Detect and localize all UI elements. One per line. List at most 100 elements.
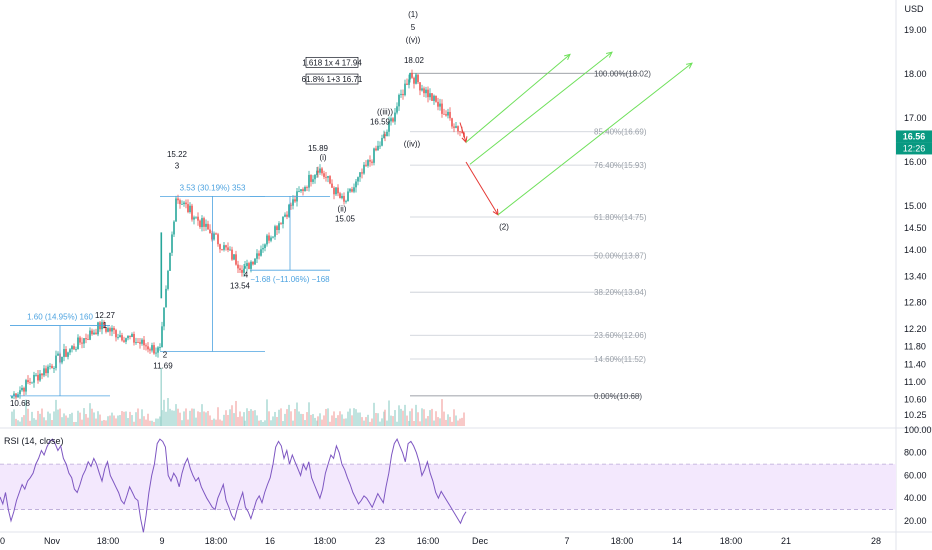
wave-label: 15.22 <box>167 150 188 159</box>
candle-body <box>171 234 173 253</box>
candle-body <box>133 334 135 343</box>
time-tick: Dec <box>472 536 489 546</box>
volume-bar <box>35 419 37 426</box>
candle-body <box>11 396 13 399</box>
candle-body <box>181 204 183 205</box>
volume-bar <box>183 411 185 426</box>
rsi-tick: 100.00 <box>904 425 932 435</box>
candle-body <box>207 223 209 230</box>
volume-bar <box>394 410 396 426</box>
volume-bar <box>233 413 235 426</box>
volume-bar <box>455 415 457 426</box>
volume-bar <box>308 402 310 426</box>
candle-body <box>394 112 396 122</box>
candle-body <box>209 229 211 234</box>
candle-body <box>117 337 119 338</box>
volume-bar <box>343 418 345 426</box>
candle-body <box>379 145 381 147</box>
candle-body <box>29 382 31 383</box>
volume-bar <box>169 408 171 426</box>
green-projection-head <box>686 62 693 69</box>
candle-body <box>31 382 33 384</box>
volume-bar <box>19 421 21 426</box>
wave-labels: 10.68 12.271 2 11.69 15.22 3 4 13.54 15.89(i) (ii… <box>10 10 509 408</box>
price-tick: 11.00 <box>904 377 926 387</box>
volume-bar <box>447 414 449 426</box>
candle-body <box>373 148 375 163</box>
candle-body <box>417 74 419 83</box>
volume-bar <box>296 402 298 426</box>
candle-body <box>302 189 304 191</box>
axes: 19.00 18.00 17.00 16.00 15.00 14.50 14.00 13.40… <box>0 4 932 546</box>
candle-body <box>441 103 443 114</box>
candle-body <box>95 332 97 335</box>
candle-body <box>19 390 21 395</box>
candle-body <box>333 187 335 195</box>
volume-bar <box>193 408 195 426</box>
candle-body <box>145 345 147 347</box>
volume-bar <box>321 419 323 426</box>
candle-body <box>129 335 131 337</box>
candle-body <box>215 233 217 235</box>
candle-body <box>53 368 55 369</box>
volume-bar <box>160 368 162 426</box>
volume-bar <box>306 412 308 426</box>
candle-body <box>237 264 239 269</box>
measurements: 1.60 (14.95%) 160 3.53 (30.19%) 353 −1.68 … <box>10 183 330 397</box>
volume-bar <box>325 408 327 426</box>
candle-body <box>103 322 105 329</box>
volume-bar <box>145 419 147 426</box>
candle-body <box>83 338 85 344</box>
time-tick: 14 <box>672 536 682 546</box>
volume-bar <box>17 420 19 426</box>
candle-body <box>97 322 99 335</box>
volume-bar <box>87 417 89 426</box>
candle-body <box>203 218 205 227</box>
volume-bar <box>417 412 419 426</box>
green-projection <box>469 51 613 165</box>
volume-bar <box>155 418 157 426</box>
volume-bar <box>377 413 379 426</box>
candle-body <box>392 118 394 122</box>
volume-bar <box>413 421 415 426</box>
candle-body <box>81 342 83 344</box>
volume-bar <box>227 414 229 426</box>
candles <box>11 69 465 400</box>
volume-bar <box>312 414 314 426</box>
candle-body <box>229 249 231 251</box>
volume-bar <box>231 405 233 426</box>
candle-body <box>398 94 400 107</box>
candle-body <box>125 338 127 342</box>
candle-body <box>217 234 219 245</box>
candle-body <box>377 145 379 151</box>
volume-bar <box>235 400 237 426</box>
volume-bar <box>39 413 41 426</box>
currency-label: USD <box>904 4 924 14</box>
candle-body <box>298 191 300 192</box>
candle-body <box>409 72 411 80</box>
candle-body <box>137 342 139 343</box>
volume-bar <box>55 399 57 426</box>
volume-bar <box>349 408 351 426</box>
candle-body <box>437 101 439 107</box>
volume-bar <box>463 412 465 426</box>
candle-body <box>459 131 461 133</box>
wave-label: (ii) <box>338 204 347 213</box>
candle-body <box>250 261 252 269</box>
candle-body <box>375 148 377 151</box>
volume-bar <box>63 413 65 426</box>
volume-bar <box>97 411 99 426</box>
volume-bar <box>319 413 321 426</box>
candle-body <box>321 168 323 174</box>
candle-body <box>451 118 453 127</box>
candle-body <box>135 342 137 343</box>
volume-bar <box>262 421 264 426</box>
candle-body <box>67 352 69 357</box>
candle-body <box>262 248 264 250</box>
volume-bar <box>404 404 406 426</box>
price-tick: 11.40 <box>904 359 926 369</box>
price-tick: 18.00 <box>904 69 927 79</box>
